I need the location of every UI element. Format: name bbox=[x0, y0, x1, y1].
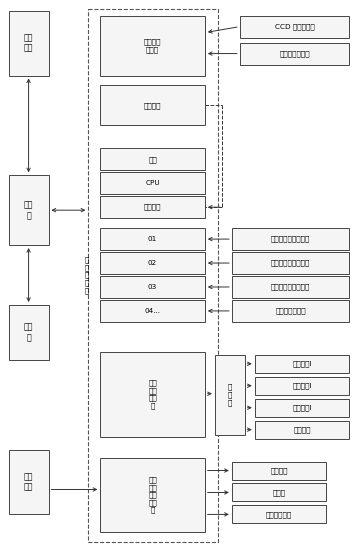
Bar bbox=[240, 16, 349, 37]
Bar bbox=[240, 42, 349, 64]
Text: 摄像
监控: 摄像 监控 bbox=[24, 34, 33, 53]
Bar bbox=[232, 484, 326, 501]
Text: 其他电器设备: 其他电器设备 bbox=[266, 511, 292, 518]
Bar bbox=[100, 86, 205, 125]
Bar bbox=[232, 300, 349, 322]
Bar bbox=[232, 252, 349, 274]
Bar bbox=[232, 228, 349, 250]
Bar bbox=[9, 11, 48, 75]
Bar bbox=[215, 355, 245, 434]
Text: 04...: 04... bbox=[145, 308, 161, 314]
Text: 通信模块: 通信模块 bbox=[144, 204, 161, 211]
Text: 下辊油缸I: 下辊油缸I bbox=[292, 382, 312, 389]
Bar bbox=[255, 399, 349, 416]
Bar bbox=[100, 252, 205, 274]
Bar bbox=[9, 305, 48, 360]
Text: 控制
面板: 控制 面板 bbox=[24, 472, 33, 492]
Text: 模拟量输
入模块: 模拟量输 入模块 bbox=[144, 39, 161, 53]
Text: 02: 02 bbox=[148, 260, 157, 266]
Bar bbox=[255, 355, 349, 373]
Bar bbox=[232, 505, 326, 523]
Text: 液压设备: 液压设备 bbox=[293, 427, 311, 433]
Text: 上辊油缸I: 上辊油缸I bbox=[292, 361, 312, 367]
Text: 上辊升降位移磁栅尺: 上辊升降位移磁栅尺 bbox=[271, 283, 310, 290]
Text: 限位开关: 限位开关 bbox=[270, 467, 288, 474]
Text: 通信模块: 通信模块 bbox=[144, 102, 161, 109]
Text: 上辊水平位移磁栅尺: 上辊水平位移磁栅尺 bbox=[271, 236, 310, 243]
Text: 计
数
器
模
块: 计 数 器 模 块 bbox=[84, 257, 88, 293]
Bar bbox=[100, 172, 205, 194]
Bar bbox=[232, 276, 349, 298]
Text: 电源: 电源 bbox=[148, 156, 157, 163]
Bar bbox=[100, 352, 205, 437]
Bar bbox=[100, 228, 205, 250]
Bar bbox=[100, 300, 205, 322]
Text: 下辊油缸I: 下辊油缸I bbox=[292, 404, 312, 411]
Text: 限流器: 限流器 bbox=[272, 489, 286, 496]
Text: 上辊升降位移磁栅尺: 上辊升降位移磁栅尺 bbox=[271, 260, 310, 266]
Text: 开关
量输
出模
块: 开关 量输 出模 块 bbox=[148, 380, 157, 409]
Text: 显示
器: 显示 器 bbox=[24, 323, 33, 342]
Bar bbox=[100, 276, 205, 298]
Text: 激光测距传感器: 激光测距传感器 bbox=[279, 50, 310, 57]
Bar bbox=[100, 458, 205, 532]
Bar bbox=[232, 462, 326, 480]
Text: 伺
服
阀: 伺 服 阀 bbox=[228, 384, 232, 406]
Text: 工控
机: 工控 机 bbox=[24, 201, 33, 220]
Text: 03: 03 bbox=[148, 284, 157, 290]
Text: 开关
量输
入输
出模
块: 开关 量输 入输 出模 块 bbox=[148, 476, 157, 514]
Text: CCD 曲率传感器: CCD 曲率传感器 bbox=[275, 23, 314, 30]
Bar bbox=[9, 449, 48, 514]
Bar bbox=[100, 148, 205, 170]
Bar bbox=[100, 16, 205, 75]
Bar bbox=[9, 176, 48, 245]
Bar bbox=[255, 421, 349, 439]
Bar bbox=[88, 9, 218, 542]
Text: 01: 01 bbox=[148, 236, 157, 242]
Text: CPU: CPU bbox=[145, 180, 160, 186]
Bar bbox=[100, 196, 205, 218]
Bar bbox=[255, 377, 349, 395]
Text: 下辊旋转编码器: 下辊旋转编码器 bbox=[275, 307, 306, 314]
